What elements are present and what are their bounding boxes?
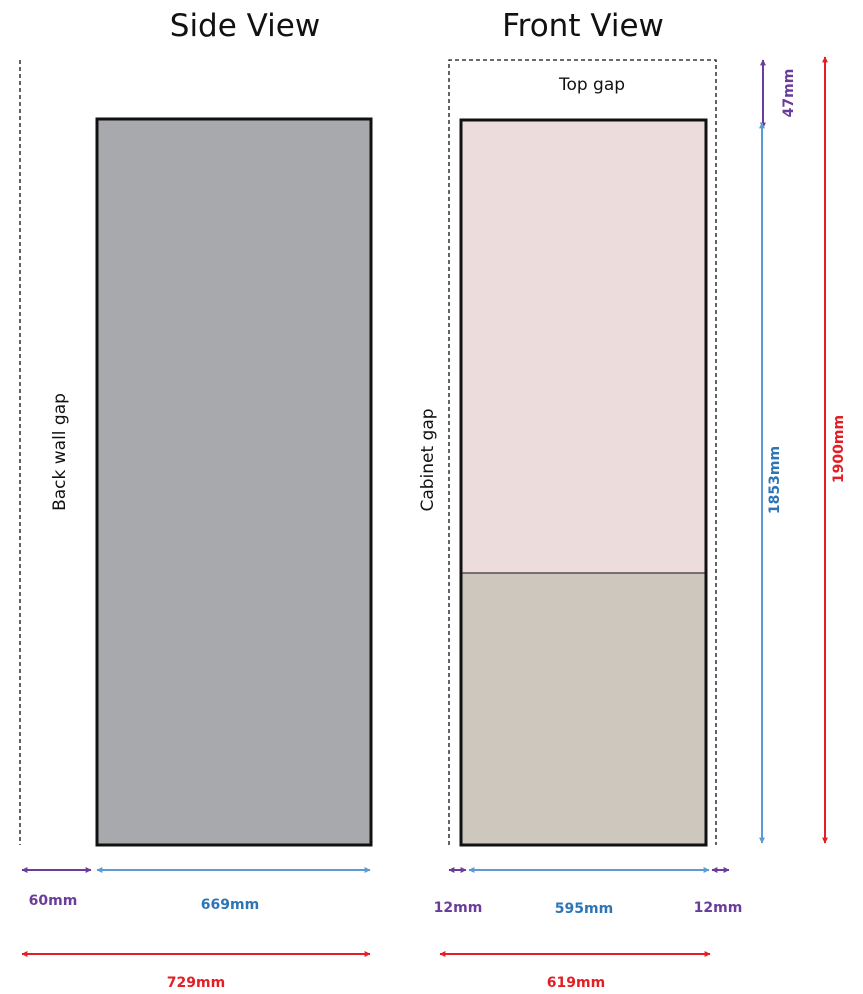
side-total-label: 729mm bbox=[167, 975, 225, 991]
left-gap-label: 12mm bbox=[434, 900, 483, 916]
front-width-label: 595mm bbox=[555, 901, 613, 917]
front-view-title: Front View bbox=[502, 8, 664, 44]
cabinet-outline bbox=[448, 59, 717, 845]
top-gap-dimension-label: 47mm bbox=[781, 69, 797, 118]
total-height-label: 1900mm bbox=[831, 415, 847, 483]
back-gap-label: 60mm bbox=[29, 893, 78, 909]
top-gap-label: Top gap bbox=[558, 75, 625, 95]
cabinet-gap-label: Cabinet gap bbox=[418, 408, 438, 511]
side-depth-label: 669mm bbox=[201, 897, 259, 913]
fridge-front-outline bbox=[459, 118, 708, 847]
fridge-door-upper bbox=[461, 120, 706, 573]
side-view-title: Side View bbox=[170, 8, 320, 44]
front-total-label: 619mm bbox=[547, 975, 605, 991]
side-view-body bbox=[95, 117, 373, 847]
height-label: 1853mm bbox=[767, 446, 783, 514]
back-wall-gap-label: Back wall gap bbox=[50, 393, 70, 511]
right-gap-label: 12mm bbox=[694, 900, 743, 916]
fridge-door-lower bbox=[461, 573, 706, 845]
